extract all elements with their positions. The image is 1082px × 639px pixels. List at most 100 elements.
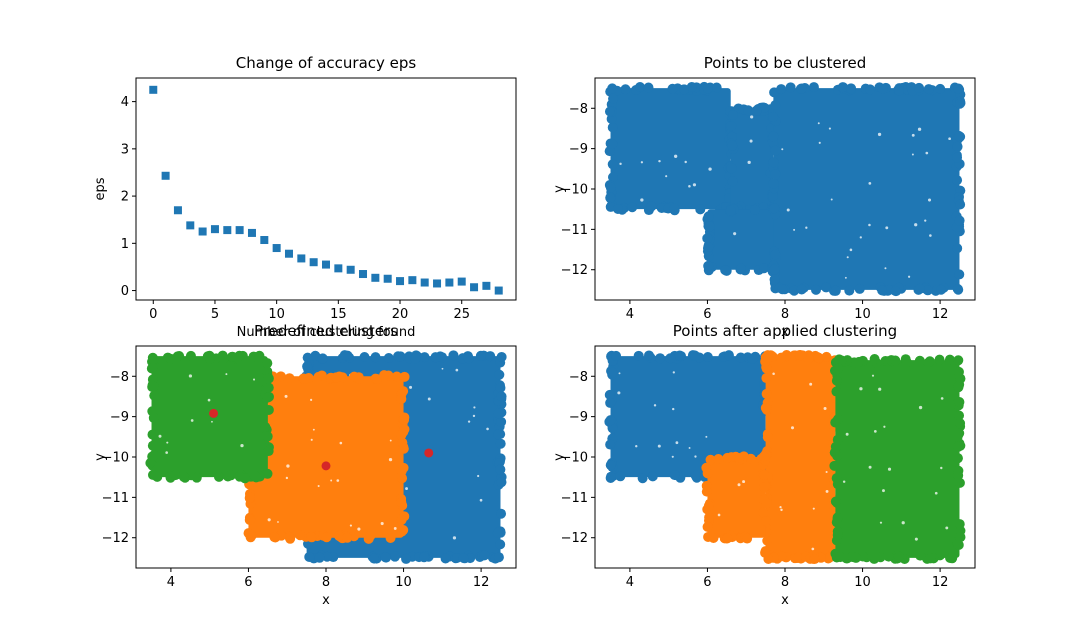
scatter-gap	[479, 498, 483, 502]
scatter-gap	[940, 397, 944, 400]
scatter-point	[793, 552, 804, 563]
x-tick-label: 15	[330, 307, 347, 322]
scatter-point	[605, 192, 616, 203]
scatter-point	[396, 430, 407, 441]
scatter-gap	[389, 439, 392, 442]
y-tick-label: −12	[561, 263, 588, 278]
y-tick-label: −8	[110, 370, 129, 385]
scatter-point	[703, 211, 714, 222]
scatter-point	[808, 82, 819, 93]
scatter-gap	[793, 228, 796, 231]
scatter-point	[635, 81, 646, 92]
scatter-point	[225, 470, 236, 481]
clustered-chart-title: Points after applied clustering	[673, 322, 897, 340]
scatter-point	[611, 350, 622, 361]
scatter-point	[643, 82, 654, 93]
scatter-point	[145, 457, 156, 468]
scatter-point	[954, 98, 965, 109]
scatter-gap	[911, 153, 914, 156]
scatter-gap	[747, 160, 751, 165]
scatter-point	[733, 452, 744, 463]
scatter-point	[955, 199, 966, 210]
scatter-gap	[486, 427, 489, 431]
scatter-gap	[805, 226, 808, 229]
scatter-point	[893, 551, 904, 562]
data-point	[408, 276, 417, 285]
scatter-point	[830, 496, 841, 507]
scatter-point	[686, 81, 697, 92]
scatter-gap	[472, 414, 476, 418]
scatter-point	[758, 507, 769, 518]
scatter-point	[647, 471, 658, 482]
scatter-gap	[925, 151, 929, 155]
scatter-gap	[877, 132, 882, 137]
scatter-point	[239, 473, 250, 484]
scatter-gap	[885, 226, 889, 230]
scatter-point	[702, 233, 713, 244]
scatter-point	[396, 497, 407, 508]
scatter-point	[923, 84, 934, 95]
scatter-point	[894, 85, 905, 96]
scatter-point	[759, 482, 770, 493]
scatter-gap	[688, 447, 691, 449]
scatter-point	[605, 460, 616, 471]
x-tick-label: 8	[781, 575, 789, 590]
scatter-point	[620, 84, 631, 95]
scatter-point	[954, 215, 965, 226]
scatter-point	[244, 492, 255, 503]
scatter-gap	[825, 489, 829, 493]
scatter-point	[954, 519, 965, 530]
scatter-point	[615, 471, 626, 482]
scatter-point	[607, 83, 618, 94]
scatter-point	[655, 353, 666, 364]
scatter-point	[605, 397, 616, 408]
scatter-gap	[339, 441, 343, 445]
scatter-gap	[640, 198, 644, 202]
scatter-point	[397, 473, 408, 484]
scatter-point	[149, 449, 160, 460]
scatter-gap	[285, 476, 289, 480]
scatter-point	[430, 352, 441, 363]
scatter-point	[728, 109, 739, 120]
predefined-chart-title: Predefined clusters	[254, 322, 398, 340]
scatter-point	[669, 203, 680, 214]
data-point	[322, 260, 330, 269]
scatter-gap	[781, 148, 784, 151]
scatter-point	[952, 243, 963, 254]
scatter-point	[604, 389, 615, 400]
scatter-gap	[914, 537, 918, 541]
scatter-point	[846, 83, 857, 94]
scatter-gap	[267, 518, 271, 522]
y-tick-label: −11	[102, 491, 129, 506]
scatter-point	[954, 269, 965, 280]
scatter-gap	[477, 474, 480, 478]
scatter-point	[869, 551, 880, 562]
scatter-point	[440, 553, 451, 564]
scatter-point	[760, 516, 771, 527]
scatter-point	[492, 527, 503, 538]
scatter-gap	[873, 430, 877, 433]
scatter-point	[399, 371, 410, 382]
scatter-point	[263, 373, 274, 384]
scatter-gap	[188, 374, 192, 378]
scatter-point	[359, 352, 370, 363]
scatter-point	[263, 404, 274, 415]
scatter-point	[832, 479, 843, 490]
scatter-point	[331, 372, 342, 383]
clustered-chart-plot-area	[604, 349, 966, 565]
eps-chart-frame	[135, 77, 517, 301]
scatter-point	[835, 552, 846, 563]
data-point	[346, 265, 355, 274]
scatter-point	[322, 551, 333, 562]
scatter-point	[914, 283, 925, 294]
scatter-gap	[240, 443, 244, 448]
scatter-point	[760, 402, 771, 413]
scatter-gap	[427, 397, 431, 401]
data-point	[433, 279, 442, 288]
scatter-gap	[211, 420, 213, 423]
scatter-point	[762, 352, 773, 363]
scatter-point	[760, 547, 771, 558]
data-point	[161, 171, 170, 180]
scatter-point	[953, 355, 964, 366]
scatter-point	[701, 486, 712, 497]
